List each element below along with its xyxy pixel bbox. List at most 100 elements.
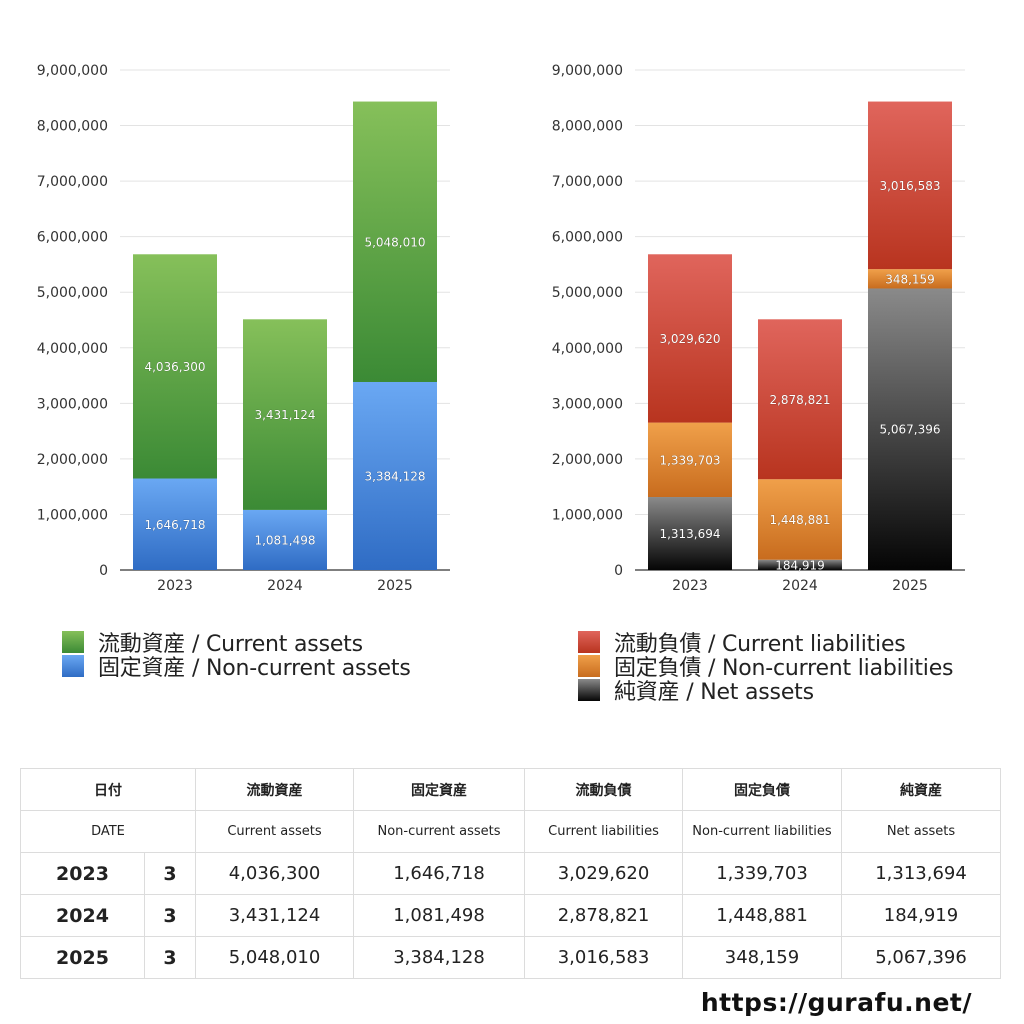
data-label: 2,878,821 [769,393,830,407]
y-tick-label: 4,000,000 [552,341,623,357]
y-tick-label: 0 [99,563,108,579]
x-tick-label: 2025 [892,578,928,594]
y-tick-label: 6,000,000 [552,230,623,246]
cell-non-current-liabilities: 348,159 [682,936,842,979]
row-month: 3 [144,894,196,937]
liabilities-legend: 流動負債 / Current liabilities 固定負債 / Non-cu… [578,630,954,705]
data-table: 日付 流動資産 固定資産 流動負債 固定負債 純資産 DATE Current … [20,768,1001,979]
legend-label: 流動負債 / Current liabilities [614,632,906,657]
data-label: 1,448,881 [769,513,830,527]
y-tick-label: 2,000,000 [37,452,108,468]
bar-current-assets-2023 [133,254,217,479]
cell-net-assets: 1,313,694 [841,852,1001,895]
y-tick-label: 0 [614,563,623,579]
y-tick-label: 5,000,000 [37,285,108,301]
bar-current-liabilities-2023 [648,254,732,423]
x-tick-label: 2023 [672,578,708,594]
bar-net-assets-2023 [648,497,732,570]
data-label: 3,431,124 [254,408,315,422]
cell-non-current-assets: 1,646,718 [353,852,525,895]
header-non-current-liabilities-en: Non-current liabilities [682,810,842,853]
header-date-ja: 日付 [20,768,196,811]
x-tick-label: 2024 [782,578,818,594]
x-tick-label: 2024 [267,578,303,594]
cell-current-assets: 3,431,124 [195,894,354,937]
cell-net-assets: 5,067,396 [841,936,1001,979]
bar-non-current-assets-2024 [243,509,327,570]
y-tick-label: 3,000,000 [37,396,108,412]
legend-item-net-assets: 純資産 / Net assets [578,678,953,705]
data-label: 1,313,694 [659,527,720,541]
legend-label: 純資産 / Net assets [614,680,814,705]
bar-current-assets-2024 [243,319,327,510]
data-label: 3,016,583 [879,179,940,193]
row-year: 2023 [20,852,145,895]
header-non-current-assets-ja: 固定資産 [353,768,525,811]
data-label: 4,036,300 [144,360,205,374]
y-tick-label: 8,000,000 [37,119,108,135]
table-row: 2023 3 4,036,300 1,646,718 3,029,620 1,3… [20,852,1001,895]
row-year: 2024 [20,894,145,937]
table-row: 2025 3 5,048,010 3,384,128 3,016,583 348… [20,936,1001,979]
cell-current-liabilities: 2,878,821 [524,894,683,937]
y-tick-label: 7,000,000 [37,174,108,190]
legend-item-non-current-liabilities: 固定負債 / Non-current liabilities [578,654,954,681]
charts-area: 0 1,000,000 2,000,000 3,000,000 4,000,000 5,0… [37,63,965,594]
bar-net-assets-2024 [758,559,842,570]
assets-chart: 0 1,000,000 2,000,000 3,000,000 4,000,000 5,0… [37,63,450,594]
header-non-current-assets-en: Non-current assets [353,810,525,853]
cell-non-current-assets: 3,384,128 [353,936,525,979]
data-label: 184,919 [775,558,825,572]
cell-current-assets: 5,048,010 [195,936,354,979]
y-tick-label: 9,000,000 [37,63,108,79]
legend-swatch-non-current-assets [62,655,84,677]
bar-current-liabilities-2025 [868,101,952,270]
y-tick-label: 3,000,000 [552,396,623,412]
legend-label: 流動資産 / Current assets [98,632,363,657]
table-header-row-en: DATE Current assets Non-current assets C… [20,810,1001,853]
bar-current-assets-2025 [353,101,437,382]
header-current-liabilities-en: Current liabilities [524,810,683,853]
data-label: 1,646,718 [144,518,205,532]
site-url: https://gurafu.net/ [700,988,972,1017]
legend-label: 固定負債 / Non-current liabilities [614,656,954,681]
bar-non-current-liabilities-2024 [758,479,842,560]
bar-net-assets-2025 [868,288,952,570]
data-label: 1,081,498 [254,533,315,547]
header-net-assets-en: Net assets [841,810,1001,853]
data-label: 5,067,396 [879,423,940,437]
header-current-assets-en: Current assets [195,810,354,853]
x-tick-label: 2023 [157,578,193,594]
table-row: 2024 3 3,431,124 1,081,498 2,878,821 1,4… [20,894,1001,937]
assets-legend: 流動資産 / Current assets 固定資産 / Non-current… [62,630,411,681]
y-tick-label: 4,000,000 [37,341,108,357]
y-tick-label: 1,000,000 [37,507,108,523]
bar-non-current-assets-2023 [133,478,217,570]
cell-current-liabilities: 3,016,583 [524,936,683,979]
row-month: 3 [144,936,196,979]
legend-item-current-liabilities: 流動負債 / Current liabilities [578,630,953,657]
cell-current-liabilities: 3,029,620 [524,852,683,895]
y-tick-label: 2,000,000 [552,452,623,468]
bar-non-current-liabilities-2025 [868,269,952,289]
x-tick-label: 2025 [377,578,413,594]
bar-current-liabilities-2024 [758,319,842,480]
cell-non-current-assets: 1,081,498 [353,894,525,937]
y-tick-label: 8,000,000 [552,119,623,135]
legend-item-non-current-assets: 固定資産 / Non-current assets [62,654,411,681]
header-non-current-liabilities-ja: 固定負債 [682,768,842,811]
cell-non-current-liabilities: 1,448,881 [682,894,842,937]
table-header-row-ja: 日付 流動資産 固定資産 流動負債 固定負債 純資産 [20,768,1001,811]
bar-non-current-liabilities-2023 [648,422,732,498]
data-label: 5,048,010 [364,235,425,249]
legend-swatch-net-assets [578,679,600,701]
header-net-assets-ja: 純資産 [841,768,1001,811]
y-tick-label: 1,000,000 [552,507,623,523]
y-tick-label: 9,000,000 [552,63,623,79]
y-tick-label: 6,000,000 [37,230,108,246]
row-year: 2025 [20,936,145,979]
cell-non-current-liabilities: 1,339,703 [682,852,842,895]
header-current-assets-ja: 流動資産 [195,768,354,811]
legend-swatch-current-liabilities [578,631,600,653]
legend-swatch-non-current-liabilities [578,655,600,677]
